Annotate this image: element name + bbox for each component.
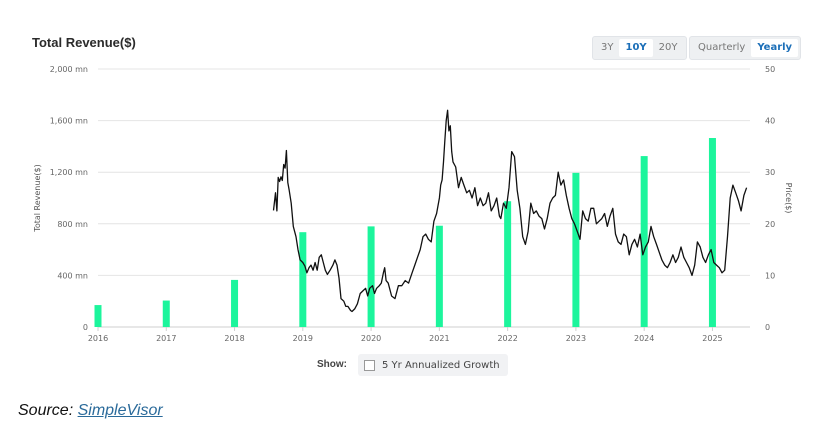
x-tick-label: 2021 — [429, 334, 449, 343]
range-button-10y[interactable]: 10Y — [619, 39, 653, 57]
y-tick-label: 400 mn — [57, 271, 88, 280]
source-note: Source: SimpleVisor — [18, 402, 163, 420]
growth-toggle[interactable]: 5 Yr Annualized Growth — [358, 354, 508, 376]
axis-labels: 0 400 mn 800 mn 1,200 mn 1,600 mn 2,000 mn 0 10… — [33, 65, 793, 343]
grid-lines — [97, 68, 750, 331]
source-prefix: Source: — [18, 402, 74, 419]
y2-tick-label: 50 — [765, 65, 775, 74]
y-tick-label: 2,000 mn — [50, 65, 88, 74]
y-tick-label: 1,600 mn — [50, 117, 88, 126]
range-selector: 3Y 10Y 20Y — [592, 36, 687, 60]
x-tick-label: 2024 — [634, 334, 654, 343]
x-tick-label: 2019 — [293, 334, 313, 343]
x-tick-label: 2020 — [361, 334, 381, 343]
period-selector: Quarterly Yearly — [689, 36, 802, 60]
revenue-bar — [231, 279, 239, 327]
revenue-bars — [94, 138, 716, 327]
price-line-layer — [272, 109, 748, 313]
period-button-yearly[interactable]: Yearly — [751, 39, 799, 57]
y2-axis-title: Price($) — [784, 183, 793, 214]
growth-toggle-label: 5 Yr Annualized Growth — [382, 359, 500, 371]
revenue-bar — [504, 201, 512, 327]
y2-tick-label: 30 — [765, 168, 775, 177]
revenue-bar — [94, 305, 102, 327]
source-link[interactable]: SimpleVisor — [77, 402, 163, 419]
price-line — [272, 109, 748, 313]
y-tick-label: 800 mn — [57, 220, 88, 229]
period-button-quarterly[interactable]: Quarterly — [698, 42, 746, 53]
x-tick-label: 2016 — [88, 334, 108, 343]
x-tick-label: 2023 — [566, 334, 586, 343]
revenue-price-chart: 0 400 mn 800 mn 1,200 mn 1,600 mn 2,000 mn 0 10… — [33, 65, 793, 343]
revenue-bar — [162, 300, 170, 327]
chart-title: Total Revenue($) — [32, 35, 136, 50]
x-tick-label: 2017 — [156, 334, 176, 343]
revenue-bar — [708, 138, 716, 327]
revenue-bar — [299, 232, 307, 327]
growth-checkbox[interactable] — [364, 359, 375, 371]
show-label: Show: — [317, 359, 347, 370]
revenue-bar — [572, 172, 580, 327]
y-tick-label: 1,200 mn — [50, 168, 88, 177]
x-tick-label: 2022 — [497, 334, 517, 343]
x-tick-label: 2018 — [224, 334, 244, 343]
y2-tick-label: 20 — [765, 220, 775, 229]
revenue-bar — [367, 226, 375, 327]
y-tick-label: 0 — [83, 323, 88, 332]
y-axis-title: Total Revenue($) — [33, 164, 42, 232]
revenue-bar — [640, 156, 648, 327]
range-button-20y[interactable]: 20Y — [658, 42, 678, 53]
revenue-bar — [435, 225, 443, 327]
x-tick-label: 2025 — [702, 334, 722, 343]
y2-tick-label: 40 — [765, 117, 775, 126]
y2-tick-label: 0 — [765, 323, 770, 332]
y2-tick-label: 10 — [765, 271, 775, 280]
range-button-3y[interactable]: 3Y — [601, 42, 614, 53]
